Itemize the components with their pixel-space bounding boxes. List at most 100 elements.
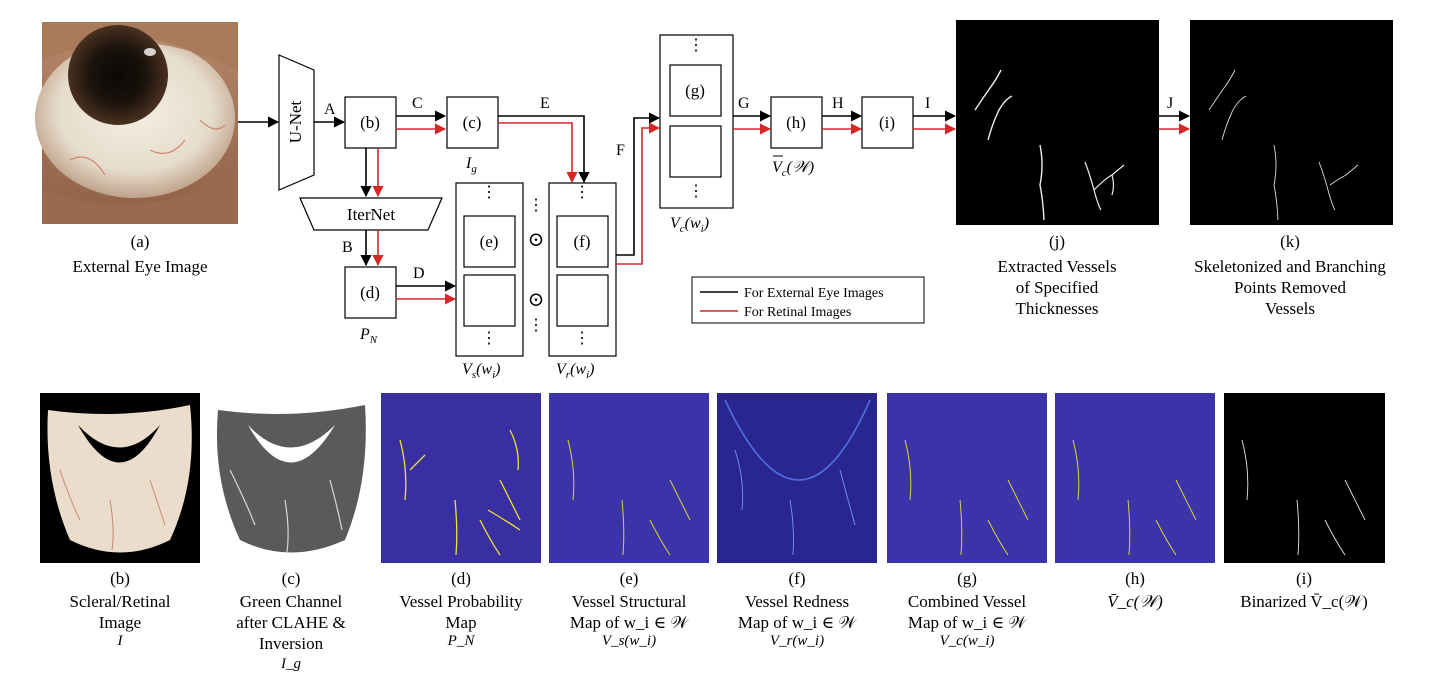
panel-c-green-channel — [208, 393, 373, 563]
svg-text:Vessel Structural: Vessel Structural — [572, 592, 687, 611]
vcbar-label: Vc(𝒲) — [772, 159, 814, 179]
j-line1: Extracted Vessels — [997, 257, 1116, 276]
box-f-second — [556, 274, 609, 327]
box-d — [344, 266, 397, 319]
box-f-label: (f) — [574, 232, 591, 251]
k-line1: Skeletonized and Branching — [1194, 257, 1386, 276]
svg-text:Combined Vessel: Combined Vessel — [908, 592, 1026, 611]
svg-text:(f): (f) — [789, 569, 806, 588]
box-g — [669, 64, 722, 117]
extracted-vessels-image — [956, 20, 1159, 225]
vr-label: Vr(wi) — [556, 361, 594, 381]
caption-i: (i) Binarized V̄_c(𝒲) — [1240, 569, 1368, 611]
panel-b-sclera — [40, 393, 200, 563]
iternet-label: IterNet — [347, 205, 395, 224]
svg-text:Scleral/Retinal: Scleral/Retinal — [69, 592, 170, 611]
eye-caption-letter: (a) — [131, 232, 150, 251]
vr-column: ⋮ (f) ⋮ — [548, 182, 617, 357]
edge-label-f: F — [616, 142, 625, 159]
svg-text:I_g: I_g — [280, 656, 301, 672]
svg-text:V_r(w_i): V_r(w_i) — [770, 633, 824, 649]
k-line2: Points Removed — [1234, 278, 1346, 297]
svg-text:(i): (i) — [1296, 569, 1312, 588]
box-d-label: (d) — [360, 283, 380, 302]
svg-text:(e): (e) — [620, 569, 639, 588]
caption-h: (h) V̄_c(𝒲) — [1107, 569, 1163, 611]
svg-text:P_N: P_N — [447, 633, 476, 649]
box-e-second — [463, 274, 516, 327]
caption-d: (d) Vessel Probability Map P_N — [399, 569, 523, 649]
box-i — [861, 96, 914, 149]
svg-text:V_c(w_i): V_c(w_i) — [940, 633, 995, 649]
edge-label-i: I — [925, 95, 930, 112]
svg-text:Binarized V̄_c(𝒲): Binarized V̄_c(𝒲) — [1240, 592, 1368, 611]
box-i-label: (i) — [879, 113, 895, 132]
vc-column: ⋮ (g) ⋮ — [659, 34, 734, 209]
panel-g-combined-map — [887, 393, 1047, 563]
panel-f-redness-map — [717, 393, 877, 563]
edge-label-j: J — [1167, 95, 1173, 112]
box-h — [770, 96, 823, 149]
caption-g: (g) Combined Vessel Map of w_i ∈ 𝒲 V_c(w… — [908, 569, 1028, 649]
svg-text:⋮: ⋮ — [688, 183, 704, 200]
svg-text:(c): (c) — [282, 569, 301, 588]
edge-label-b: B — [342, 239, 353, 256]
svg-text:after CLAHE &: after CLAHE & — [236, 613, 346, 632]
box-h-label: (h) — [786, 113, 806, 132]
odot-1: ⊙ — [528, 229, 545, 251]
svg-text:Map: Map — [445, 613, 476, 632]
edge-label-g: G — [738, 95, 750, 112]
elementwise-product: ⋮ ⊙ ⊙ ⋮ — [528, 197, 545, 334]
vs-label: Vs(wi) — [462, 361, 500, 381]
j-letter: (j) — [1049, 232, 1065, 251]
external-eye-image — [35, 22, 238, 224]
box-b-label: (b) — [360, 113, 380, 132]
svg-text:V̄_c(𝒲): V̄_c(𝒲) — [1107, 592, 1163, 611]
unet-block: U-Net — [278, 54, 315, 191]
svg-text:Map of w_i ∈ 𝒲: Map of w_i ∈ 𝒲 — [908, 613, 1028, 632]
eye-caption: External Eye Image — [73, 257, 208, 276]
box-e — [463, 215, 516, 268]
edge-label-c: C — [412, 95, 423, 112]
edge-label-a: A — [324, 101, 336, 118]
arrow-e-red — [498, 122, 578, 184]
svg-text:⋮: ⋮ — [574, 184, 590, 201]
arrow-f-black — [616, 112, 661, 256]
svg-text:Map of w_i ∈ 𝒲: Map of w_i ∈ 𝒲 — [570, 613, 690, 632]
svg-text:(g): (g) — [957, 569, 977, 588]
iternet-block: IterNet — [299, 197, 443, 231]
legend-black-label: For External Eye Images — [744, 286, 884, 301]
panel-i-binarized — [1224, 393, 1385, 563]
caption-c: (c) Green Channel after CLAHE & Inversio… — [236, 569, 346, 672]
svg-text:Vessel Redness: Vessel Redness — [745, 592, 849, 611]
vc-label: Vc(wi) — [670, 215, 709, 235]
svg-text:⋮: ⋮ — [574, 330, 590, 347]
skeletonized-vessels-image — [1190, 20, 1393, 225]
svg-text:Inversion: Inversion — [259, 634, 324, 653]
svg-text:⋮: ⋮ — [528, 317, 544, 334]
svg-text:Vessel Probability: Vessel Probability — [399, 592, 523, 611]
j-line3: Thicknesses — [1015, 299, 1098, 318]
caption-f: (f) Vessel Redness Map of w_i ∈ 𝒲 V_r(w_… — [738, 569, 858, 649]
pn-label: PN — [359, 326, 378, 346]
edge-label-d: D — [413, 265, 425, 282]
svg-text:(b): (b) — [110, 569, 130, 588]
unet-label: U-Net — [286, 100, 305, 143]
svg-text:V_s(w_i): V_s(w_i) — [602, 633, 656, 649]
ig-label: Ig — [465, 155, 477, 175]
odot-2: ⊙ — [528, 289, 545, 311]
box-g-label: (g) — [685, 81, 705, 100]
panel-h-averaged-map — [1055, 393, 1215, 563]
svg-text:(d): (d) — [451, 569, 471, 588]
svg-text:⋮: ⋮ — [688, 37, 704, 54]
box-g-second — [669, 125, 722, 178]
svg-text:⋮: ⋮ — [528, 197, 544, 214]
caption-e: (e) Vessel Structural Map of w_i ∈ 𝒲 V_s… — [570, 569, 690, 649]
legend: For External Eye Images For Retinal Imag… — [691, 276, 925, 324]
caption-b: (b) Scleral/Retinal Image I — [69, 569, 170, 649]
panel-d-probability-map — [381, 393, 541, 563]
edge-label-e: E — [540, 95, 550, 112]
k-letter: (k) — [1280, 232, 1300, 251]
panel-e-structural-map — [549, 393, 709, 563]
